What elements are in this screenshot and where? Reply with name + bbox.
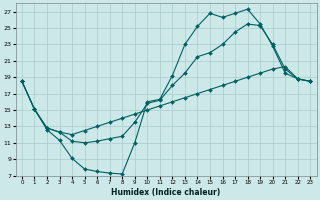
X-axis label: Humidex (Indice chaleur): Humidex (Indice chaleur)	[111, 188, 221, 197]
